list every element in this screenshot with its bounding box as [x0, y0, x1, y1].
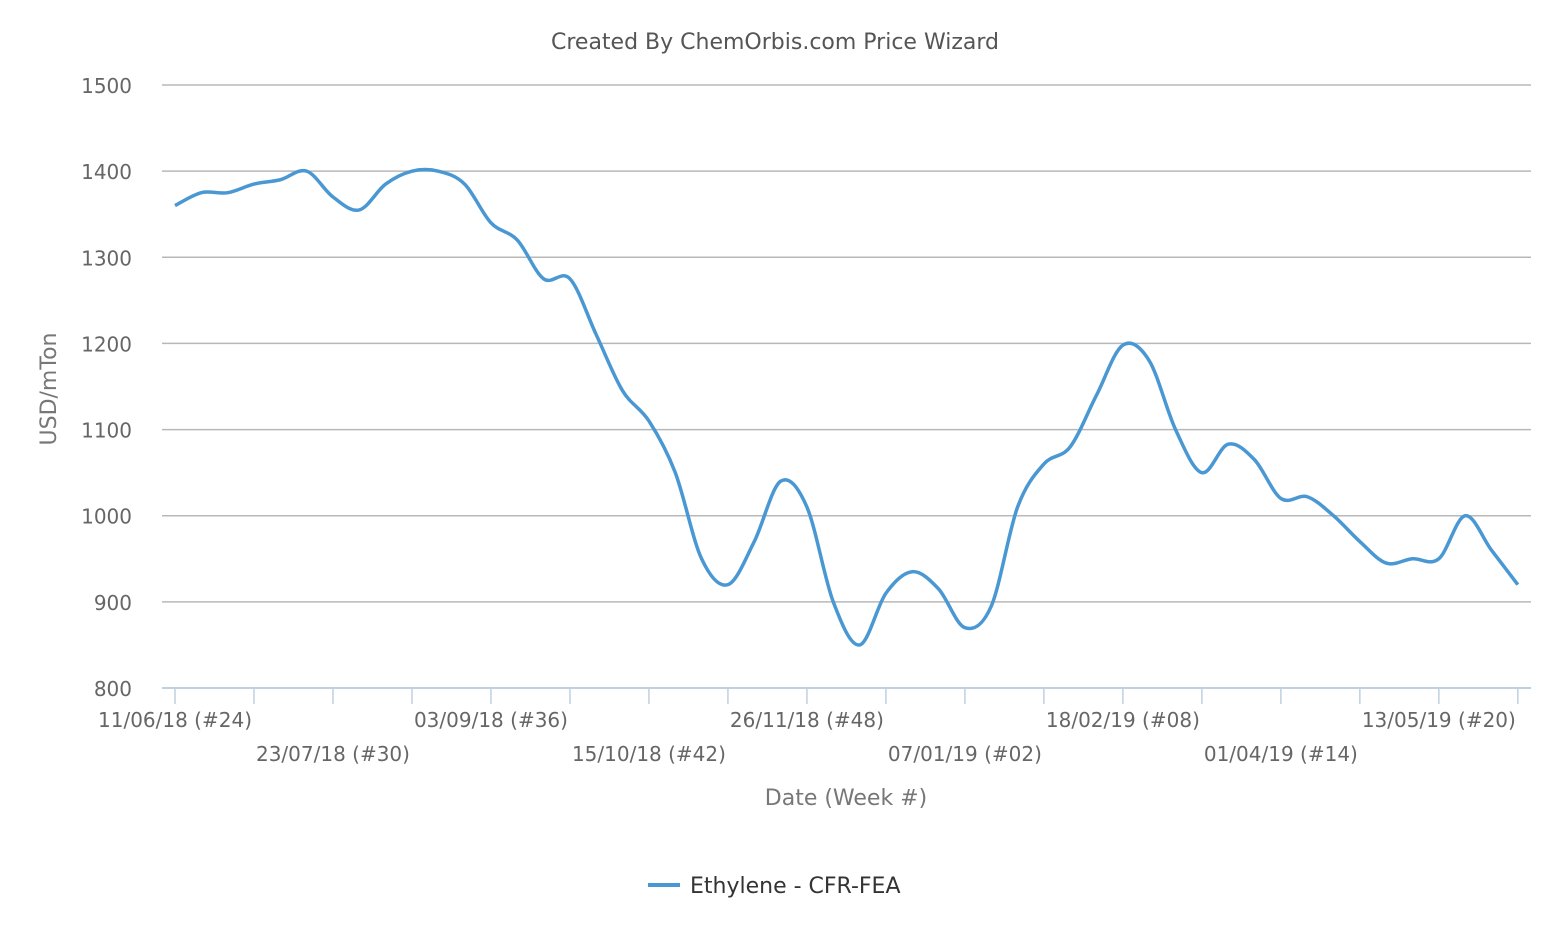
y-tick-label: 1300: [81, 246, 132, 270]
y-tick-label: 1000: [81, 505, 132, 529]
x-tick-label: 15/10/18 (#42): [572, 742, 726, 766]
gridlines: [162, 84, 1531, 603]
x-tick-label: 26/11/18 (#48): [730, 708, 884, 732]
x-axis-ticks: [174, 688, 1519, 704]
y-axis-label: USD/mTon: [37, 333, 62, 446]
legend-label[interactable]: Ethylene - CFR-FEA: [690, 874, 901, 899]
x-tick-label: 23/07/18 (#30): [256, 742, 410, 766]
x-tick-label: 18/02/19 (#08): [1046, 708, 1200, 732]
y-tick-label: 1400: [81, 160, 132, 184]
y-tick-label: 1100: [81, 419, 132, 443]
x-tick-label: 03/09/18 (#36): [414, 708, 568, 732]
x-tick-label: 01/04/19 (#14): [1204, 742, 1358, 766]
legend[interactable]: Ethylene - CFR-FEA: [648, 874, 901, 899]
series-layer: [174, 167, 1520, 647]
series-line: [174, 167, 1520, 647]
y-tick-label: 1500: [81, 74, 132, 98]
x-tick-label: 11/06/18 (#24): [98, 708, 252, 732]
y-tick-label: 1200: [81, 332, 132, 356]
y-axis-ticks: 800 900 1000 1100 1200 1300 1400 1500: [81, 74, 132, 701]
y-tick-label: 800: [94, 677, 132, 701]
y-tick-label: 900: [94, 591, 132, 615]
x-tick-label: 13/05/19 (#20): [1362, 708, 1516, 732]
x-axis-label: Date (Week #): [765, 786, 927, 811]
chart-title: Created By ChemOrbis.com Price Wizard: [551, 30, 999, 55]
x-axis-tick-labels: 11/06/18 (#24)23/07/18 (#30)03/09/18 (#3…: [98, 708, 1516, 766]
x-tick-label: 07/01/19 (#02): [888, 742, 1042, 766]
